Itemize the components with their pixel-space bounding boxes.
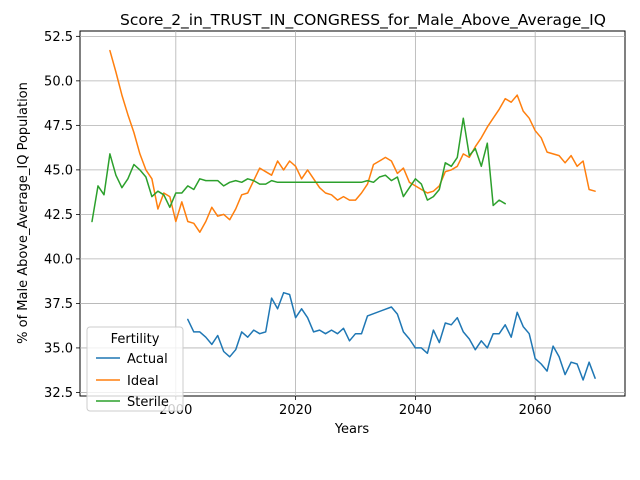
y-tick-label: 47.5 — [44, 119, 73, 134]
x-axis-ticks: 2000202020402060 — [159, 396, 552, 418]
y-tick-label: 45.0 — [44, 163, 73, 178]
y-tick-label: 42.5 — [44, 208, 73, 223]
series-line-ideal — [109, 49, 596, 233]
series-line-actual — [187, 291, 596, 381]
series-lines — [91, 49, 596, 381]
y-tick-label: 52.5 — [44, 30, 73, 45]
y-tick-label: 35.0 — [44, 341, 73, 356]
legend-label-ideal: Ideal — [127, 374, 159, 389]
x-tick-label: 2020 — [279, 403, 312, 418]
x-axis-label: Years — [334, 422, 370, 437]
x-tick-label: 2060 — [519, 403, 552, 418]
x-tick-label: 2040 — [399, 403, 432, 418]
chart-title: Score_2_in_TRUST_IN_CONGRESS_for_Male_Ab… — [120, 11, 606, 30]
y-tick-label: 50.0 — [44, 74, 73, 89]
legend-title: Fertility — [111, 332, 160, 347]
y-axis-ticks: 32.5 35.0 37.5 40.0 42.5 45.0 47.5 50.0 52.5 — [44, 30, 80, 401]
plot-frame — [79, 30, 626, 397]
y-axis-label: % of Male Above_Average_IQ Population — [16, 82, 31, 344]
y-tick-label: 32.5 — [44, 386, 73, 401]
legend-label-sterile: Sterile — [127, 395, 169, 410]
legend-box — [86, 326, 184, 412]
y-tick-label: 40.0 — [44, 252, 73, 267]
legend-label-actual: Actual — [127, 352, 168, 367]
legend: Fertility Actual Ideal Sterile — [86, 326, 184, 412]
y-tick-label: 37.5 — [44, 297, 73, 312]
series-line-sterile — [91, 117, 506, 223]
